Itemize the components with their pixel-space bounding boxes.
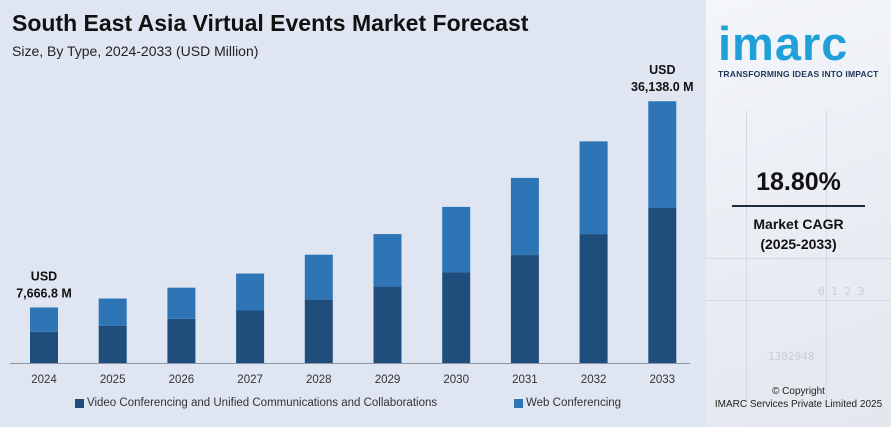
legend-swatch-web-conferencing xyxy=(514,398,523,408)
cagr-label: Market CAGR (2025-2033) xyxy=(706,214,891,254)
bar-web-conferencing-2029 xyxy=(373,234,402,287)
bar-video-conferencing-2032 xyxy=(579,234,608,363)
decorative-line xyxy=(826,110,827,410)
bar-web-conferencing-2025 xyxy=(98,298,127,326)
chart-subtitle: Size, By Type, 2024-2033 (USD Million) xyxy=(12,43,259,59)
data-label-currency-2024: USD xyxy=(31,269,57,283)
cagr-divider xyxy=(732,205,865,207)
decorative-digits: 0 1 2 3 xyxy=(818,285,865,298)
copyright-line1: © Copyright xyxy=(772,386,825,397)
x-tick-label-2028: 2028 xyxy=(306,374,332,386)
copyright: © Copyright IMARC Services Private Limit… xyxy=(706,385,891,411)
decorative-digits: 1302048 xyxy=(768,350,815,363)
decorative-line xyxy=(746,110,747,410)
chart-title: South East Asia Virtual Events Market Fo… xyxy=(12,10,529,36)
copyright-line2: IMARC Services Private Limited 2025 xyxy=(714,399,883,410)
bar-video-conferencing-2025 xyxy=(98,325,127,363)
cagr-label-line2: (2025-2033) xyxy=(760,236,837,252)
legend-item-web-conferencing: Web Conferencing xyxy=(514,397,621,409)
legend-label-web-conferencing: Web Conferencing xyxy=(526,397,622,409)
decorative-line xyxy=(706,300,891,301)
bar-video-conferencing-2026 xyxy=(167,318,196,363)
x-tick-label-2029: 2029 xyxy=(375,374,401,386)
x-tick-label-2030: 2030 xyxy=(443,374,469,386)
x-tick-label-2032: 2032 xyxy=(581,374,607,386)
legend-swatch-video-conferencing xyxy=(75,398,84,408)
bar-web-conferencing-2028 xyxy=(304,254,333,300)
bar-video-conferencing-2028 xyxy=(304,299,333,363)
bar-video-conferencing-2033 xyxy=(648,207,677,363)
imarc-logo: imarc xyxy=(718,17,849,70)
bar-web-conferencing-2032 xyxy=(579,141,608,235)
x-tick-label-2033: 2033 xyxy=(650,374,676,386)
cagr-label-line1: Market CAGR xyxy=(753,216,844,232)
x-tick-label-2024: 2024 xyxy=(31,374,57,386)
bar-web-conferencing-2033 xyxy=(648,101,677,208)
x-tick-label-2026: 2026 xyxy=(169,374,195,386)
data-label-value-2024: 7,666.8 M xyxy=(16,286,72,300)
decorative-line xyxy=(706,258,891,259)
data-label-currency-2033: USD xyxy=(649,63,675,77)
bar-video-conferencing-2024 xyxy=(30,331,58,363)
bar-web-conferencing-2026 xyxy=(167,287,196,319)
chart-panel: South East Asia Virtual Events Market Fo… xyxy=(0,0,706,427)
x-tick-label-2027: 2027 xyxy=(237,374,263,386)
legend-item-video-conferencing: Video Conferencing and Unified Communica… xyxy=(75,397,437,409)
x-tick-label-2031: 2031 xyxy=(512,374,538,386)
bar-video-conferencing-2029 xyxy=(373,286,402,363)
legend-label-video-conferencing: Video Conferencing and Unified Communica… xyxy=(87,397,438,409)
sidebar: 0 1 2 3 1302048 imarc TRANSFORMING IDEAS… xyxy=(706,0,891,427)
bar-video-conferencing-2031 xyxy=(510,255,539,363)
logo-tagline: TRANSFORMING IDEAS INTO IMPACT xyxy=(718,69,879,79)
stacked-bar-chart: 2024 2025 2026 2027 2028 2029 2030 2031 2032 2033… xyxy=(10,63,694,386)
bar-web-conferencing-2027 xyxy=(236,273,265,311)
bar-web-conferencing-2024 xyxy=(30,307,58,332)
cagr-value: 18.80% xyxy=(756,168,841,196)
bar-web-conferencing-2030 xyxy=(442,206,471,273)
bar-web-conferencing-2031 xyxy=(510,177,539,256)
x-tick-label-2025: 2025 xyxy=(100,374,126,386)
bar-video-conferencing-2030 xyxy=(442,272,471,363)
data-label-value-2033: 36,138.0 M xyxy=(631,80,694,94)
bar-video-conferencing-2027 xyxy=(236,310,265,363)
chart-legend: Video Conferencing and Unified Communica… xyxy=(0,397,706,415)
